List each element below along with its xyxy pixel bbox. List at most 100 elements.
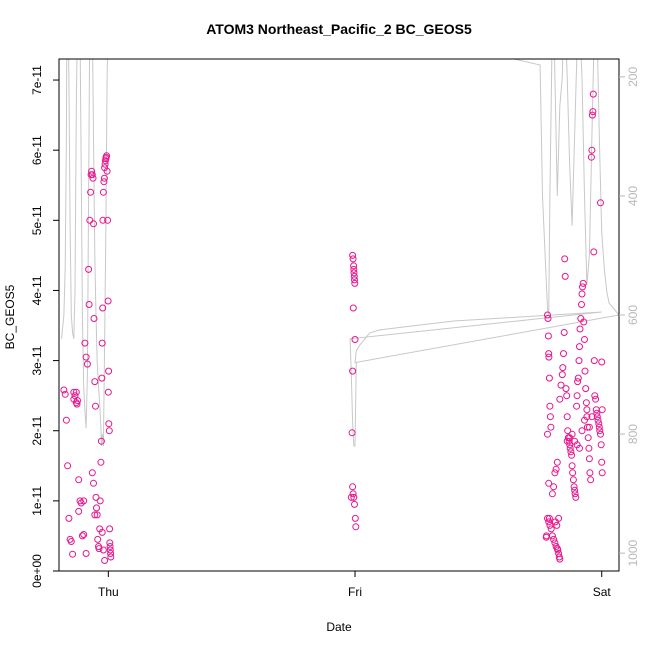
data-point bbox=[352, 523, 360, 531]
data-point bbox=[545, 518, 553, 526]
data-point bbox=[105, 367, 113, 375]
data-point bbox=[581, 416, 588, 424]
data-point bbox=[546, 413, 554, 421]
data-point bbox=[64, 462, 72, 470]
data-point bbox=[556, 555, 564, 563]
data-point bbox=[550, 535, 558, 543]
data-point bbox=[544, 332, 552, 340]
data-point bbox=[582, 399, 590, 407]
data-point bbox=[82, 550, 90, 557]
data-point bbox=[351, 514, 359, 522]
data-point bbox=[91, 378, 99, 386]
data-point bbox=[568, 462, 576, 470]
data-point bbox=[567, 448, 575, 456]
data-point bbox=[587, 476, 595, 484]
data-point bbox=[105, 420, 113, 428]
data-points-layer bbox=[60, 90, 606, 564]
data-point bbox=[62, 416, 70, 424]
y-axis-right: 200 400 600 800 1000 bbox=[619, 67, 640, 566]
data-point bbox=[104, 216, 112, 224]
data-point bbox=[99, 304, 107, 312]
data-point bbox=[566, 434, 574, 442]
data-point bbox=[544, 311, 551, 319]
data-point bbox=[581, 336, 588, 343]
data-point bbox=[595, 420, 603, 428]
data-point bbox=[588, 413, 596, 421]
data-point bbox=[91, 511, 99, 519]
data-point bbox=[562, 385, 570, 393]
data-point bbox=[542, 533, 550, 541]
data-point bbox=[551, 469, 559, 477]
data-point bbox=[546, 402, 554, 410]
data-point bbox=[106, 543, 114, 550]
data-point bbox=[88, 167, 96, 175]
data-point bbox=[588, 146, 596, 154]
data-point bbox=[585, 455, 593, 463]
data-point bbox=[94, 535, 102, 543]
data-point bbox=[349, 483, 357, 491]
data-point bbox=[580, 318, 588, 326]
data-point bbox=[106, 539, 114, 547]
data-point bbox=[595, 423, 603, 431]
data-point bbox=[583, 423, 591, 431]
data-point bbox=[576, 343, 583, 351]
data-point bbox=[545, 353, 553, 361]
y-tick-label: 0e+00 bbox=[30, 554, 44, 588]
data-point bbox=[351, 279, 359, 287]
data-point bbox=[81, 339, 89, 347]
chart-title: ATOM3 Northeast_Pacific_2 BC_GEOS5 bbox=[206, 21, 472, 37]
data-point bbox=[569, 469, 577, 477]
data-point bbox=[65, 514, 73, 522]
data-point bbox=[104, 388, 112, 396]
data-point bbox=[85, 265, 93, 273]
data-point bbox=[90, 220, 97, 228]
data-point bbox=[574, 374, 582, 382]
y2-tick-label: 400 bbox=[626, 186, 640, 206]
data-point bbox=[98, 528, 106, 536]
data-point bbox=[558, 371, 566, 379]
data-point bbox=[593, 409, 601, 417]
data-point bbox=[586, 469, 594, 477]
data-point bbox=[554, 546, 562, 554]
data-point bbox=[100, 174, 108, 182]
data-point bbox=[95, 545, 103, 553]
data-point bbox=[573, 441, 581, 449]
data-point bbox=[576, 444, 583, 452]
data-point bbox=[98, 339, 106, 347]
data-point bbox=[593, 413, 601, 421]
data-point bbox=[90, 479, 97, 487]
data-point bbox=[583, 406, 591, 414]
x-tick-label: Sat bbox=[593, 585, 612, 599]
data-point bbox=[60, 386, 68, 394]
data-point bbox=[80, 497, 88, 505]
data-point bbox=[546, 521, 554, 529]
data-point bbox=[350, 272, 358, 280]
data-point bbox=[107, 553, 115, 561]
data-point bbox=[73, 400, 81, 408]
data-point bbox=[596, 427, 604, 435]
data-point bbox=[560, 350, 567, 358]
data-point bbox=[572, 493, 580, 501]
data-point bbox=[544, 315, 552, 322]
data-point bbox=[87, 188, 95, 196]
data-point bbox=[561, 255, 569, 263]
data-point bbox=[579, 279, 587, 287]
data-point bbox=[349, 304, 357, 312]
data-point bbox=[553, 458, 561, 466]
data-point bbox=[564, 427, 572, 435]
data-point bbox=[578, 290, 586, 298]
data-point bbox=[569, 476, 577, 484]
data-point bbox=[103, 152, 111, 160]
data-point bbox=[351, 500, 358, 508]
data-point bbox=[92, 493, 100, 501]
data-point bbox=[589, 108, 597, 116]
x-axis: Thu Fri Sat bbox=[98, 571, 611, 599]
data-point bbox=[349, 490, 357, 498]
data-point bbox=[349, 251, 357, 259]
data-point bbox=[347, 493, 355, 501]
y-tick-label: 5e-11 bbox=[30, 205, 44, 235]
data-point bbox=[103, 167, 111, 175]
data-point bbox=[587, 153, 595, 161]
data-point bbox=[585, 444, 593, 452]
data-point bbox=[594, 416, 602, 424]
